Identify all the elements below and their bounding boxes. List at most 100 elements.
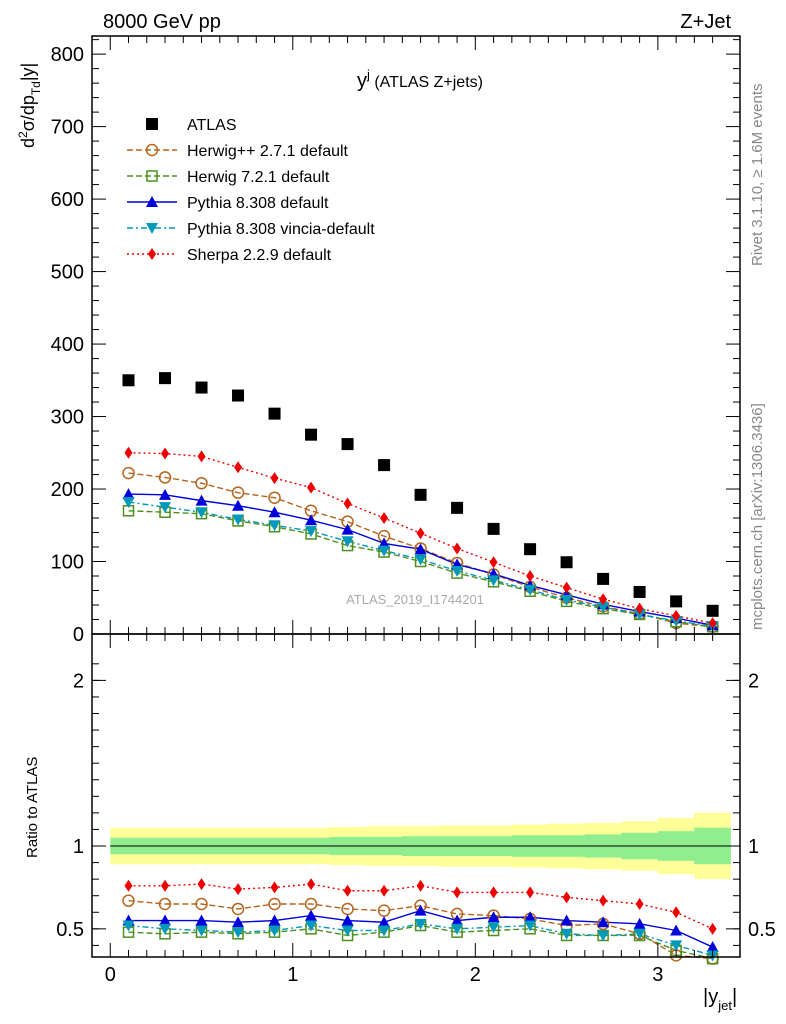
y-tick-label-ratio: 0.5 [56,919,84,941]
data-point-herwig-2-7-1-default [158,471,172,484]
ratio-point-pythia-8-308-vincia-default [378,925,391,937]
x-tick-label: 1 [287,964,298,986]
data-point-pythia-8-308-vincia-default [268,520,281,532]
legend-marker [146,118,158,130]
x-tick-label: 3 [652,964,663,986]
legend-marker [148,248,156,260]
ratio-point-herwig-2-7-1-default [195,897,208,911]
ratio-point-pythia-8-308-vincia-default [195,925,208,937]
plot-title: yj (ATLAS Z+jets) [357,67,483,92]
data-point-pythia-8-308-default [159,488,172,500]
ratio-point-sherpa-2-2-9-default [489,886,498,899]
ratio-point-pythia-8-308-default [414,904,427,916]
data-point-sherpa-2-2-9-default [635,602,644,615]
data-point-atlas [232,389,245,402]
rivet-label: Rivet 3.1.10, ≥ 1.6M events [749,84,766,267]
data-point-pythia-8-308-vincia-default [122,497,135,509]
y-tick-label-ratio-right: 1 [748,836,759,858]
ratio-point-sherpa-2-2-9-default [562,891,571,904]
y-tick-label-main: 600 [51,189,84,211]
data-point-sherpa-2-2-9-default [197,450,206,463]
y-tick-label-main: 0 [73,624,84,646]
y-tick-label-ratio-right: 0.5 [748,919,776,941]
mcplots-label: mcplots.cern.ch [arXiv:1306.3436] [749,403,766,630]
ratio-point-pythia-8-308-vincia-default [524,920,537,932]
y-tick-label-ratio: 1 [73,836,84,858]
data-point-atlas [341,438,354,451]
legend-label: ATLAS [187,117,237,134]
data-point-pythia-8-308-default [195,494,208,506]
data-point-sherpa-2-2-9-default [343,497,352,510]
ratio-point-pythia-8-308-default [597,916,610,928]
data-point-sherpa-2-2-9-default [380,512,389,525]
legend-label: Herwig++ 2.7.1 default [187,143,349,160]
y-axis-label-main: d2σ/dpTd|y| [16,63,43,148]
data-point-pythia-8-308-default [268,506,281,518]
x-tick-label: 0 [105,964,116,986]
ratio-point-pythia-8-308-default [195,914,208,926]
legend-label: Pythia 8.308 default [187,195,329,212]
data-point-sherpa-2-2-9-default [161,447,170,460]
data-point-sherpa-2-2-9-default [599,593,608,606]
plot-title-rest: (ATLAS Z+jets) [370,74,483,91]
data-point-atlas [159,372,172,385]
data-point-pythia-8-308-vincia-default [487,575,500,587]
data-point-pythia-8-308-vincia-default [524,584,537,596]
data-point-pythia-8-308-vincia-default [341,536,354,548]
ratio-panel: 0.5 0.5 1 1 2 2 0 1 2 3 [56,633,776,986]
ratio-point-sherpa-2-2-9-default [161,879,170,892]
header-left: 8000 GeV pp [103,11,221,33]
data-point-atlas [524,543,537,556]
y-tick-label-main: 500 [51,262,84,284]
ratio-point-pythia-8-308-default [341,914,354,926]
ratio-point-sherpa-2-2-9-default [599,894,608,907]
ratio-point-pythia-8-308-vincia-default [633,928,646,940]
data-point-sherpa-2-2-9-default [562,581,571,594]
ratio-point-herwig-2-7-1-default [122,894,135,907]
data-point-pythia-8-308-vincia-default [560,594,573,606]
ratio-frame [91,633,741,958]
data-point-pythia-8-308-vincia-default [451,565,464,577]
data-point-atlas [378,459,391,472]
data-point-pythia-8-308-vincia-default [305,526,318,538]
ratio-point-sherpa-2-2-9-default [343,884,352,897]
data-point-atlas [706,604,719,617]
data-point-pythia-8-308-default [341,523,354,535]
ratio-point-herwig-2-7-1-default [377,904,391,917]
legend-item-pythia-8-308-default: Pythia 8.308 default [127,195,329,212]
data-point-atlas [305,428,318,441]
ratio-point-pythia-8-308-vincia-default [159,923,172,935]
data-point-pythia-8-308-default [122,488,135,500]
legend-item-atlas: ATLAS [146,117,237,134]
ratio-point-pythia-8-308-default [378,916,391,928]
ratio-point-pythia-8-308-vincia-default [232,927,245,939]
ratio-point-pythia-8-308-default [633,917,646,929]
legend-item-sherpa-2-2-9-default: Sherpa 2.2.9 default [127,247,332,264]
data-point-sherpa-2-2-9-default [453,542,462,555]
y-tick-label-ratio-right: 2 [748,670,759,692]
legend-marker [146,223,158,234]
ratio-point-pythia-8-308-default [232,916,245,928]
data-point-sherpa-2-2-9-default [307,481,316,494]
data-point-herwig-2-7-1-default [122,466,135,480]
y-tick-label-main: 200 [51,479,84,501]
data-point-atlas [195,381,208,394]
legend-marker [146,196,158,207]
data-point-pythia-8-308-vincia-default [232,514,245,526]
ratio-point-pythia-8-308-default [487,911,500,923]
ratio-point-sherpa-2-2-9-default [453,886,462,899]
data-point-sherpa-2-2-9-default [234,461,243,474]
x-axis-label: |yjet| [703,986,737,1013]
plot-title-main: y [357,70,367,92]
ratio-point-pythia-8-308-default [706,941,719,953]
ratio-point-pythia-8-308-default [305,909,318,921]
data-point-herwig-2-7-1-default [268,491,281,504]
data-point-sherpa-2-2-9-default [672,609,681,622]
ratio-point-sherpa-2-2-9-default [526,886,535,899]
data-point-herwig-2-7-1-default [231,486,245,499]
data-point-atlas [268,407,281,420]
data-point-atlas [633,585,646,598]
legend-item-herwig-7-2-1-default: Herwig 7.2.1 default [127,169,330,186]
ratio-point-pythia-8-308-vincia-default [597,930,610,942]
